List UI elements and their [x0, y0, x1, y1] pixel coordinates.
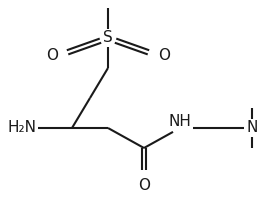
Text: S: S	[103, 31, 113, 46]
Text: O: O	[158, 47, 170, 62]
Text: O: O	[138, 179, 150, 193]
Text: NH: NH	[169, 114, 191, 128]
Text: O: O	[46, 47, 58, 62]
Text: H₂N: H₂N	[8, 120, 36, 135]
Text: N: N	[246, 120, 258, 135]
